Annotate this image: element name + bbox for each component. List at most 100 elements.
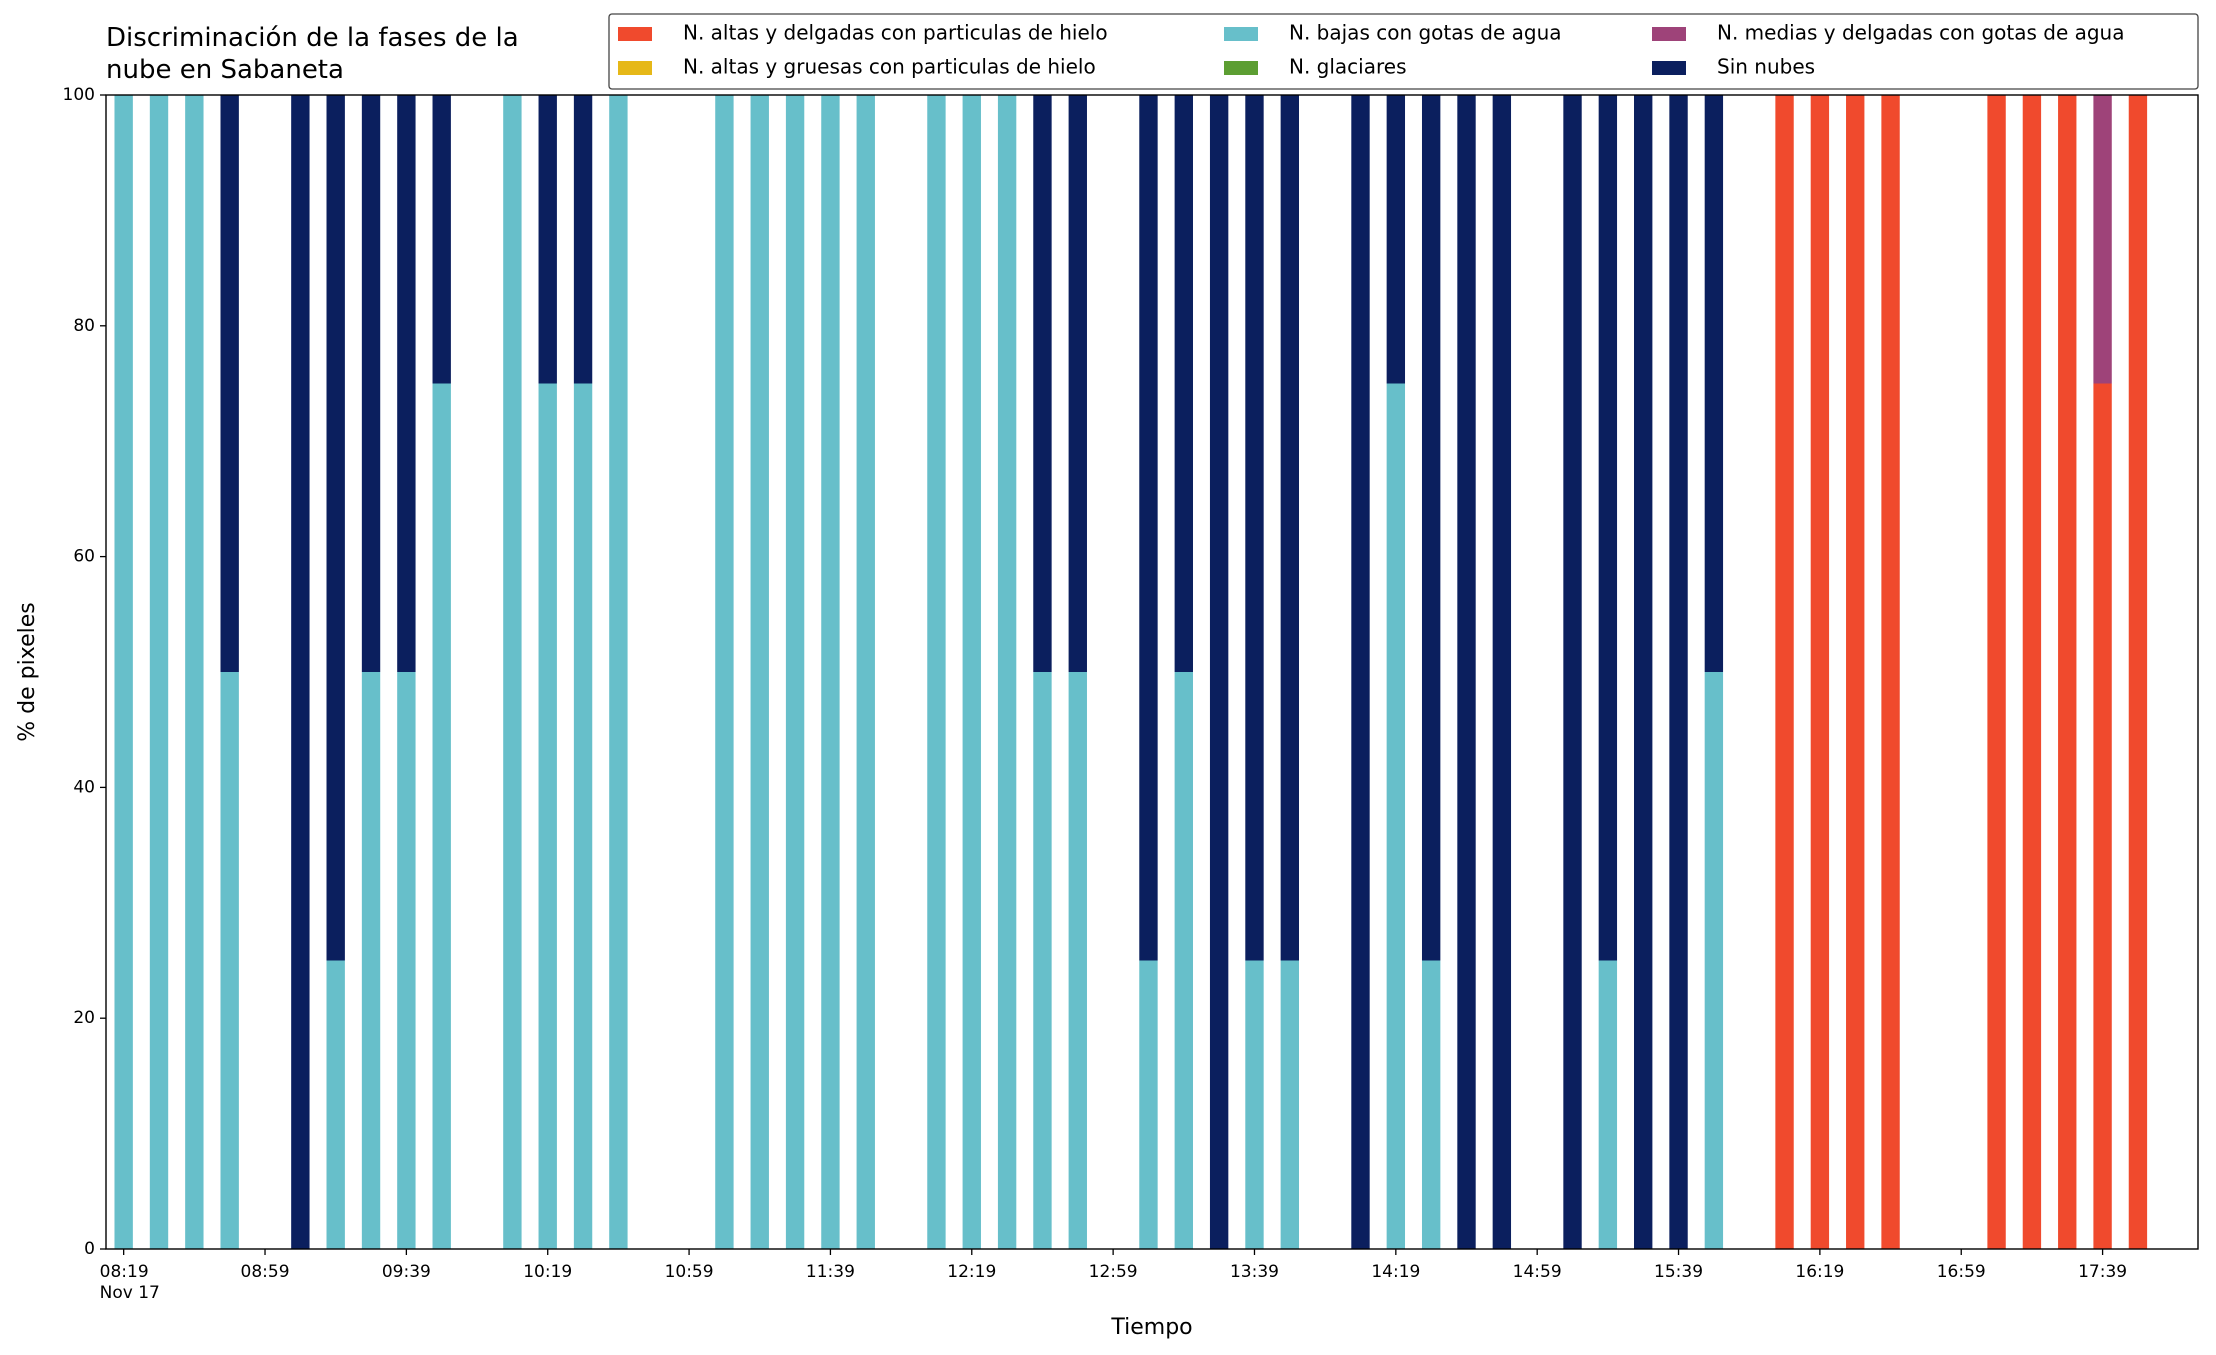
bar-segment (856, 95, 875, 1249)
bar-segment (1669, 95, 1688, 1249)
bar-segment (1881, 95, 1900, 1249)
bar-segment (1810, 95, 1830, 1249)
bar-segment (1704, 672, 1724, 1249)
y-tick-label: 100 (63, 85, 95, 105)
x-tick-label: 10:19 (523, 1262, 573, 1282)
legend-box (608, 13, 2199, 90)
bar-segment (609, 95, 628, 1249)
x-tick-label: 11:39 (805, 1262, 855, 1282)
bar-segment (114, 95, 133, 1249)
bar-segment (927, 95, 946, 1249)
bar-segment (1245, 95, 1264, 961)
bar-segment (1704, 95, 1724, 672)
legend-swatch (1652, 27, 1686, 41)
bar-segment (432, 383, 451, 1249)
bar-segment (1634, 95, 1653, 1249)
bar-segment (1386, 95, 1406, 384)
chart-title: Discriminación de la fases de la nube en… (106, 23, 519, 85)
bar-segment (538, 383, 557, 1249)
bar-segment (1563, 95, 1582, 1249)
bar-segment (1033, 672, 1052, 1249)
x-tick-label: 16:59 (1936, 1262, 1986, 1282)
y-axis-label: % de pixeles (15, 602, 40, 741)
legend-label: Sin nubes (1717, 55, 1815, 79)
legend-label: N. bajas con gotas de agua (1289, 21, 1562, 45)
bar-segment (573, 383, 593, 1249)
legend-label: N. altas y gruesas con particulas de hie… (683, 55, 1096, 79)
x-tick-label: 12:59 (1088, 1262, 1138, 1282)
bar-segment (1846, 95, 1865, 1249)
bar-segment (220, 95, 239, 672)
x-tick-label: 15:39 (1654, 1262, 1704, 1282)
bar-segment (715, 95, 734, 1249)
x-tick-label: 09:39 (381, 1262, 431, 1282)
legend-swatch (1224, 61, 1258, 75)
bar-segment (2058, 95, 2077, 1249)
bar-segment (220, 672, 239, 1249)
bar-segment (1033, 95, 1052, 672)
legend-swatch (1652, 61, 1686, 75)
x-axis-label: Tiempo (1110, 1315, 1192, 1340)
legend-swatch (618, 61, 652, 75)
plot-frame (105, 94, 2199, 1250)
bar-segment (503, 95, 522, 1249)
bar-segment (997, 95, 1017, 1249)
bar-segment (1139, 960, 1158, 1249)
bar-segment (291, 95, 310, 1249)
bar-segment (1245, 960, 1264, 1249)
bar-segment (1421, 95, 1441, 961)
bar-segment (1068, 95, 1087, 672)
y-tick-label: 0 (84, 1239, 95, 1259)
bar-segment (1421, 960, 1441, 1249)
bar-segment (2093, 383, 2112, 1249)
x-tick-label: 14:19 (1371, 1262, 1421, 1282)
bar-segment (361, 672, 381, 1249)
bar-segment (2022, 95, 2042, 1249)
bar-segment (821, 95, 840, 1249)
x-tick-label: 12:19 (947, 1262, 997, 1282)
y-tick-label: 80 (73, 316, 95, 336)
bar-segment (1280, 95, 1300, 961)
bar-segment (326, 95, 345, 961)
legend-label: N. altas y delgadas con particulas de hi… (683, 21, 1108, 45)
bar-segment (1492, 95, 1512, 1249)
x-tick-label: 08:59 (240, 1262, 290, 1282)
legend-swatch (618, 27, 652, 41)
bar-segment (2128, 95, 2148, 1249)
bar-segment (1386, 383, 1406, 1249)
bar-segment (962, 95, 981, 1249)
bar-segment (1351, 95, 1370, 1249)
bar-segment (1209, 95, 1229, 1249)
x-tick-label: 10:59 (664, 1262, 714, 1282)
bar-segment (1068, 672, 1087, 1249)
bar-segment (1174, 95, 1193, 672)
bar-segment (538, 95, 557, 384)
bar-segment (326, 960, 345, 1249)
y-tick-label: 20 (73, 1008, 95, 1028)
bar-segment (1139, 95, 1158, 961)
bar-segment (149, 95, 169, 1249)
bar-segment (1457, 95, 1476, 1249)
bar-segment (397, 95, 416, 672)
x-tick-label: 13:39 (1229, 1262, 1279, 1282)
y-tick-label: 60 (73, 547, 95, 567)
y-tick-label: 40 (73, 777, 95, 797)
bar-segment (1987, 95, 2006, 1249)
x-tick-label: 17:39 (2078, 1262, 2128, 1282)
x-tick-label: 08:19 Nov 17 (99, 1262, 160, 1303)
bar-segment (1280, 960, 1300, 1249)
bar-segment (573, 95, 593, 384)
bar-segment (785, 95, 805, 1249)
bar-segment (185, 95, 204, 1249)
x-tick-label: 14:59 (1512, 1262, 1562, 1282)
x-tick-label: 16:19 (1795, 1262, 1845, 1282)
legend-swatch (1224, 27, 1258, 41)
bar-segment (432, 95, 451, 384)
bar-segment (1598, 95, 1618, 961)
bar-segment (1775, 95, 1794, 1249)
legend-label: N. medias y delgadas con gotas de agua (1717, 21, 2125, 45)
legend-label: N. glaciares (1289, 55, 1407, 79)
bar-segment (1598, 960, 1618, 1249)
